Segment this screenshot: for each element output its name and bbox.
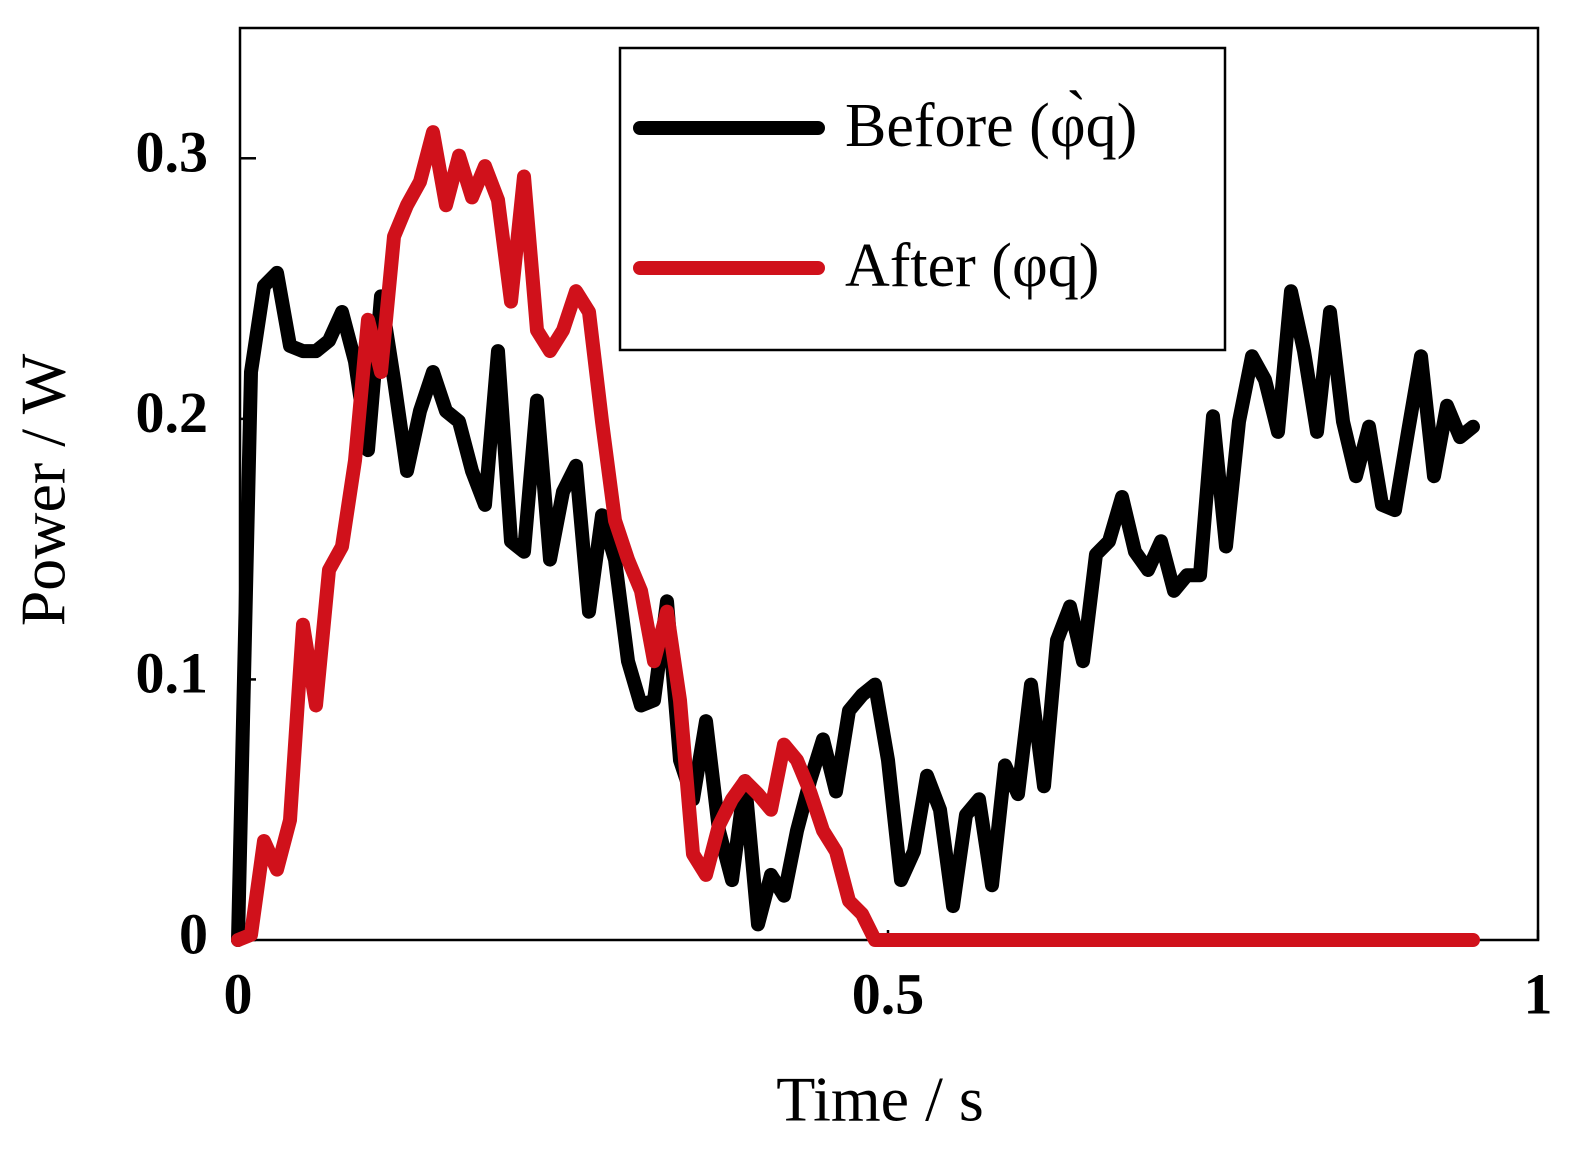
x-tick-label: 0.5 bbox=[852, 961, 925, 1026]
x-tick-label: 0 bbox=[224, 961, 253, 1026]
y-tick-label: 0.1 bbox=[136, 641, 209, 706]
x-axis-label: Time / s bbox=[776, 1064, 984, 1135]
legend-label: After (φq) bbox=[845, 232, 1099, 300]
y-axis-label: Power / W bbox=[8, 353, 79, 626]
series-line bbox=[231, 265, 1480, 947]
series-line bbox=[231, 125, 1480, 947]
legend bbox=[618, 46, 1227, 352]
y-tick-label: 0.2 bbox=[136, 380, 209, 445]
y-tick-label: 0.3 bbox=[136, 120, 209, 185]
legend-label: Before (φ̀q) bbox=[845, 91, 1137, 160]
y-tick-label: 0 bbox=[179, 901, 208, 966]
x-tick-label: 1 bbox=[1524, 961, 1553, 1026]
